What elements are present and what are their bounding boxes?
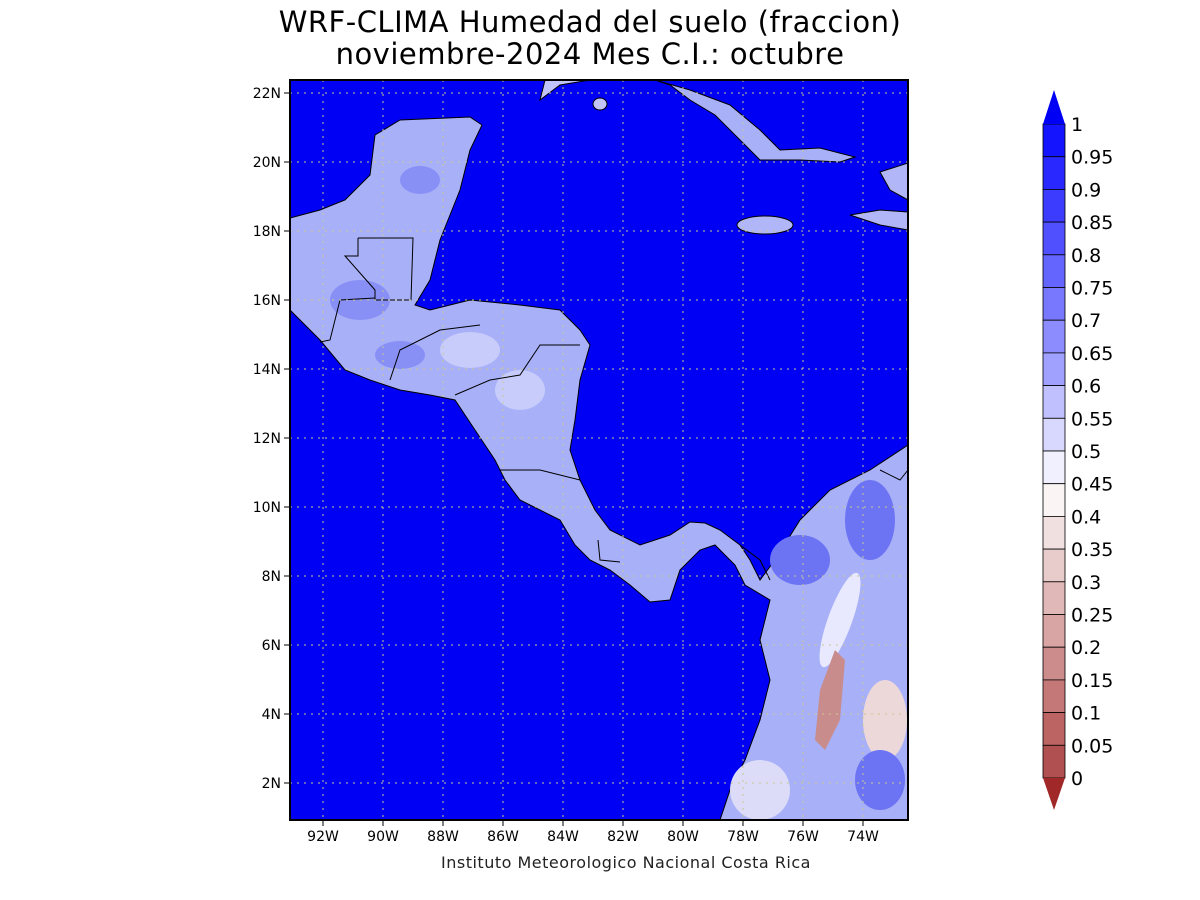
- island-isla-juventud: [592, 97, 608, 111]
- colorbar-label: 0: [1071, 768, 1083, 790]
- lat-tick-label: 22N: [253, 86, 281, 102]
- colorbar-bin: [1042, 123, 1066, 158]
- colorbar-label: 0.7: [1071, 310, 1101, 332]
- map-frame: [289, 79, 909, 821]
- jamaica: [736, 215, 794, 235]
- colorbar-arrow-min: [1043, 778, 1065, 810]
- colorbar-bin: [1042, 450, 1066, 485]
- colorbar-bin: [1042, 744, 1066, 779]
- lon-tick-label: 80W: [667, 829, 699, 845]
- axis-ticks: 92W 90W 88W 86W 84W 82W 80W 78W 76W 74W 22N 20N 18N 1…: [253, 86, 879, 845]
- colorbar-label: 1: [1071, 114, 1083, 136]
- lat-tick-label: 20N: [253, 155, 281, 171]
- land: [290, 80, 908, 820]
- lon-tick-label: 86W: [487, 829, 519, 845]
- colorbar-bin: [1042, 614, 1066, 648]
- colorbar-bin: [1042, 221, 1066, 256]
- lon-tick-label: 76W: [787, 829, 819, 845]
- map-title-line2: noviembre-2024 Mes C.I.: octubre: [335, 37, 845, 71]
- colorbar-label: 0.75: [1071, 278, 1113, 300]
- lat-tick-label: 6N: [262, 638, 281, 654]
- colorbar-bin: [1042, 548, 1066, 583]
- lat-tick-label: 18N: [253, 224, 281, 240]
- lon-tick-label: 88W: [427, 829, 459, 845]
- colorbar-bin: [1042, 712, 1066, 746]
- colorbar-label: 0.15: [1071, 670, 1113, 692]
- colorbar-bin: [1042, 287, 1066, 321]
- colorbar-label: 0.2: [1071, 637, 1101, 659]
- colorbar-label: 0.65: [1071, 343, 1113, 365]
- colorbar-bin: [1042, 188, 1066, 223]
- lon-tick-label: 84W: [547, 829, 579, 845]
- lat-tick-label: 12N: [253, 431, 281, 447]
- lat-tick-label: 2N: [262, 776, 281, 792]
- colorbar-arrow-max: [1043, 90, 1065, 124]
- colorbar-label: 0.3: [1071, 572, 1101, 594]
- hispaniola: [849, 209, 908, 231]
- graticule: [290, 80, 908, 820]
- colorbar-bin: [1042, 646, 1066, 681]
- colorbar-label: 0.5: [1071, 441, 1101, 463]
- colorbar-bin: [1042, 156, 1066, 190]
- cuba: [654, 80, 857, 163]
- lat-tick-label: 14N: [253, 362, 281, 378]
- colorbar-bin: [1042, 483, 1066, 517]
- lat-tick-label: 8N: [262, 569, 281, 585]
- lat-tick-label: 16N: [253, 293, 281, 309]
- country-borders: [319, 237, 908, 581]
- colorbar-label: 0.85: [1071, 212, 1113, 234]
- colorbar: 1 0.95 0.9 0.85 0.8 0.75 0.7 0.65 0.6 0.55 0.5 0.45…: [1042, 90, 1113, 810]
- lat-tick-label: 4N: [262, 707, 281, 723]
- lon-tick-label: 78W: [727, 829, 759, 845]
- colorbar-label: 0.25: [1071, 605, 1113, 627]
- colorbar-label: 0.05: [1071, 735, 1113, 757]
- colorbar-label: 0.8: [1071, 245, 1101, 267]
- island-north: [539, 80, 591, 102]
- lon-tick-label: 92W: [307, 829, 339, 845]
- lat-tick-label: 10N: [253, 500, 281, 516]
- colorbar-label: 0.35: [1071, 539, 1113, 561]
- colorbar-bin: [1042, 581, 1066, 615]
- colorbar-label: 0.9: [1071, 179, 1101, 201]
- colorbar-label: 0.6: [1071, 376, 1101, 398]
- colorbar-bin: [1042, 254, 1066, 288]
- lon-tick-label: 82W: [607, 829, 639, 845]
- colorbar-bin: [1042, 319, 1066, 354]
- colorbar-label: 0.95: [1071, 147, 1113, 169]
- colorbar-label: 0.55: [1071, 408, 1113, 430]
- colorbar-label: 0.45: [1071, 474, 1113, 496]
- colorbar-bin: [1042, 385, 1066, 419]
- colorbar-bin: [1042, 516, 1066, 550]
- colorbar-bin: [1042, 352, 1066, 386]
- lon-tick-label: 90W: [367, 829, 399, 845]
- colorbar-bin: [1042, 679, 1066, 714]
- colorbar-label: 0.1: [1071, 703, 1101, 725]
- colorbar-label: 0.4: [1071, 506, 1101, 528]
- lon-tick-label: 74W: [847, 829, 879, 845]
- mainland-central-america: [290, 116, 908, 820]
- credit-label: Instituto Meteorologico Nacional Costa R…: [441, 853, 811, 872]
- colorbar-bin: [1042, 417, 1066, 452]
- bahamas-haiti-north: [879, 162, 908, 201]
- map-title-line1: WRF-CLIMA Humedad del suelo (fraccion): [278, 5, 902, 39]
